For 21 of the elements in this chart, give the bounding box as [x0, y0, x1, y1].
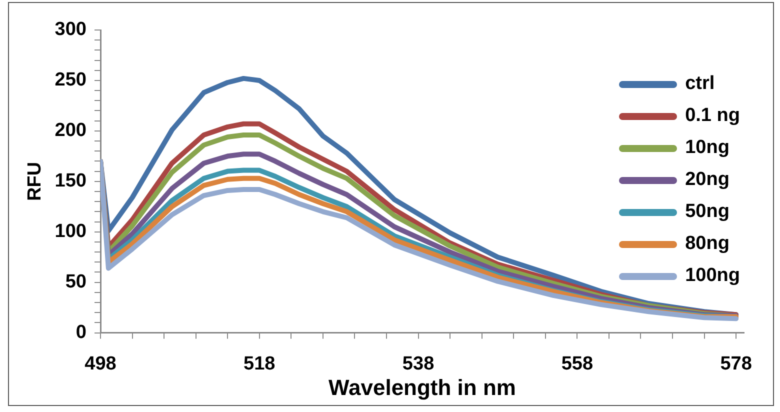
x-tick-label: 558 — [561, 353, 594, 374]
y-axis-title: RFU — [24, 162, 46, 201]
x-tick-label: 498 — [84, 353, 116, 374]
x-tick-label: 578 — [720, 353, 752, 374]
y-tick-label: 250 — [54, 70, 86, 91]
legend-label: 80ng — [685, 233, 730, 255]
x-tick-label: 518 — [244, 353, 276, 374]
y-tick-label: 100 — [54, 221, 86, 242]
legend-label: 100ng — [685, 265, 740, 287]
x-axis-title: Wavelength in nm — [328, 374, 516, 400]
y-tick-label: 200 — [54, 120, 86, 142]
legend-label: 0.1 ng — [685, 105, 740, 127]
y-tick-label: 300 — [54, 19, 86, 40]
y-tick-label: 0 — [76, 322, 86, 344]
legend-label: 20ng — [685, 169, 730, 191]
legend-label: ctrl — [685, 73, 715, 95]
y-tick-label: 50 — [65, 272, 86, 293]
x-tick-label: 538 — [402, 353, 434, 374]
legend-label: 50ng — [685, 201, 730, 223]
legend-label: 10ng — [685, 137, 730, 159]
y-tick-label: 150 — [54, 170, 86, 192]
